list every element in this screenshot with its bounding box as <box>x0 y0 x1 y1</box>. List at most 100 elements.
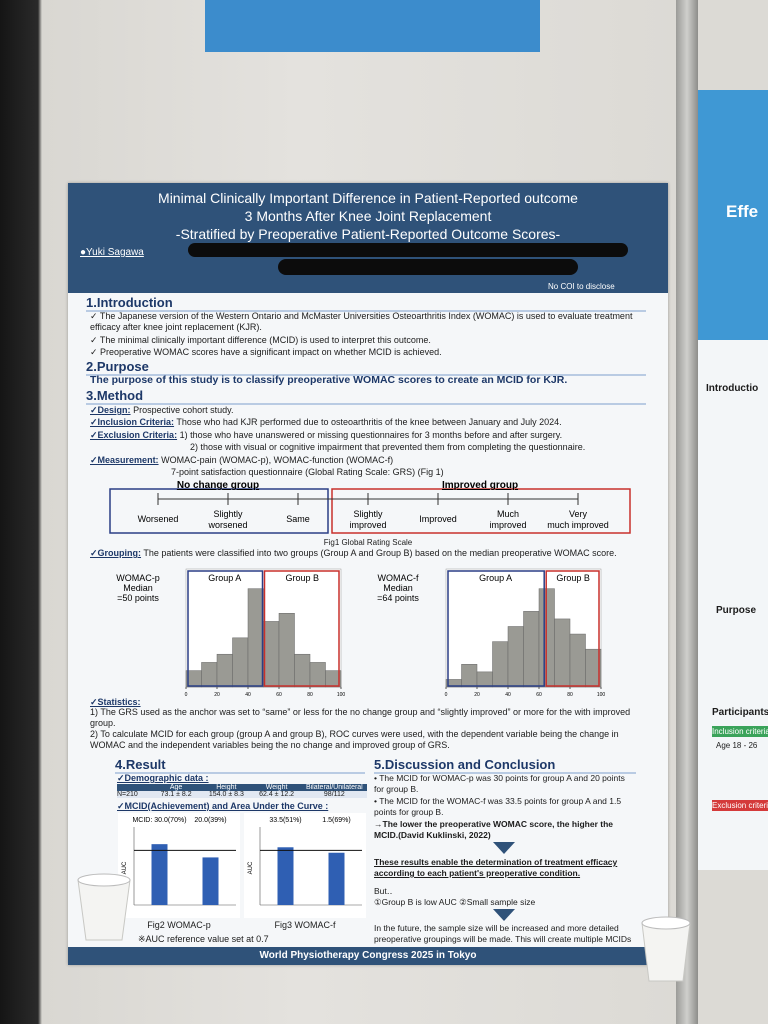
right-title: Effe <box>726 202 759 221</box>
coi: No COI to disclose <box>548 282 615 291</box>
hist-bar <box>523 611 540 688</box>
auc-chart: AUC 33.5(51%) 1.5(69%) <box>244 813 366 918</box>
text: Prospective cohort study. <box>133 405 234 415</box>
arrow-down <box>493 842 515 854</box>
mcid-label: 33.5(51%) <box>269 817 301 824</box>
sign <box>205 0 540 52</box>
x-tick-label: 40 <box>505 692 511 698</box>
right-item: Age 18 - 26 <box>716 741 758 750</box>
arrow <box>493 842 515 854</box>
cup-body <box>77 879 131 941</box>
label: ✓Design: <box>90 405 131 415</box>
group-b-box <box>263 570 340 687</box>
hist-bar <box>278 613 295 688</box>
conclusion: These results enable the determination o… <box>374 857 618 878</box>
intro-item: ✓ The minimal clinically important diffe… <box>90 335 431 345</box>
demographic-table: Age Height Weight Bilateral/Unilateral N=21… <box>117 784 367 798</box>
hist-bar <box>309 662 326 688</box>
cell: Weight <box>265 784 288 791</box>
hist-label: WOMAC-f <box>378 573 419 583</box>
text: The MCID for WOMAC-p was 30 points for g… <box>374 773 625 794</box>
grs-level: Improved <box>419 514 457 524</box>
right-label: Exclusion criteria <box>712 800 768 811</box>
redaction <box>278 259 578 275</box>
mcid-label: MCID: 30.0(70%) <box>132 817 186 824</box>
group-label: Group A <box>208 573 241 583</box>
text: The patients were classified into two gr… <box>143 548 617 558</box>
section-heading: 3.Method <box>86 388 646 405</box>
cell: Bilateral/Unilateral <box>305 784 363 791</box>
arrow <box>493 909 515 921</box>
cell: 154.0 ± 8.3 <box>208 791 244 798</box>
label: ✓Statistics: <box>90 697 141 707</box>
method-line: ✓Design: Prospective cohort study. <box>90 405 233 416</box>
cup <box>77 873 131 941</box>
right-heading: Participants <box>712 707 768 718</box>
hist-bar <box>569 633 586 688</box>
label: ✓Exclusion Criteria: <box>90 430 178 440</box>
text: The minimal clinically important differe… <box>99 335 431 345</box>
section-heading: 4.Result <box>115 757 365 774</box>
hist-label: Median <box>123 583 153 593</box>
purpose-text: The purpose of this study is to classify… <box>90 374 568 386</box>
cell: Age <box>169 784 183 791</box>
title-line: 3 Months After Knee Joint Replacement <box>244 208 492 224</box>
x-tick-label: 0 <box>445 692 448 698</box>
y-label: AUC <box>122 861 128 874</box>
hist-bar <box>247 588 264 688</box>
group-label: Group B <box>556 573 590 583</box>
hist-bar <box>325 670 342 688</box>
footer-text: World Physiotherapy Congress 2025 in Tok… <box>259 950 477 961</box>
y-label: AUC <box>248 861 254 874</box>
group-box <box>109 488 329 534</box>
x-tick-label: 80 <box>567 692 573 698</box>
auc-bar <box>202 857 219 905</box>
text: The MCID for the WOMAC-f was 33.5 points… <box>374 796 622 817</box>
method-line: ✓Exclusion Criteria: 1) those who have u… <box>90 430 562 441</box>
hist-bar <box>492 641 509 688</box>
label: ✓Inclusion Criteria: <box>90 417 175 427</box>
group-b-box <box>545 570 600 687</box>
x-tick-label: 40 <box>245 692 251 698</box>
x-tick-label: 60 <box>276 692 282 698</box>
auc-chart: AUC MCID: 30.0(70%) 20.0(39%) <box>118 813 240 918</box>
cell: 62.4 ± 12.2 <box>259 791 295 798</box>
redaction <box>188 243 628 257</box>
right-header <box>698 90 768 340</box>
discussion-item: • The MCID for the WOMAC-f was 33.5 poin… <box>374 796 622 817</box>
cell: 98/112 <box>323 791 345 798</box>
discussion-arrow: →The lower the preoperative WOMAC score,… <box>374 819 613 840</box>
auc-bar <box>328 852 345 905</box>
limits: ①Group B is low AUC ②Small sample size <box>374 897 536 907</box>
hist-bar <box>461 664 478 688</box>
method-line: ✓Statistics: <box>90 697 141 708</box>
hist-bar <box>201 662 218 688</box>
hist-bar <box>294 653 311 688</box>
hist-bar <box>232 637 249 688</box>
text: The Japanese version of the Western Onta… <box>90 311 633 332</box>
label: ✓Grouping: <box>90 548 142 558</box>
auc-bar <box>277 847 294 905</box>
hist-bar <box>476 671 493 688</box>
intro-item: ✓ The Japanese version of the Western On… <box>90 311 633 332</box>
group-label: Group B <box>285 573 319 583</box>
grs-level: Slightly worsened <box>207 509 247 530</box>
cell: Height <box>216 784 237 791</box>
x-tick-label: 100 <box>597 692 606 698</box>
x-tick-label: 100 <box>337 692 346 698</box>
title-line: -Stratified by Preoperative Patient-Repo… <box>175 226 561 242</box>
group-label: Improved group <box>442 480 518 491</box>
right-heading: Purpose <box>716 605 757 616</box>
poster: Minimal Clinically Important Difference … <box>68 183 668 965</box>
hist-label: =50 points <box>117 593 159 603</box>
table-header: Age Height Weight Bilateral/Unilateral <box>117 784 367 791</box>
hist-bar <box>263 621 280 688</box>
method-line: ✓Grouping: The patients were classified … <box>90 548 617 559</box>
cup-rim <box>77 873 131 887</box>
label: ✓Demographic data : <box>117 773 209 783</box>
section-heading: 2.Purpose <box>86 359 646 376</box>
x-tick-label: 60 <box>536 692 542 698</box>
x-tick-label: 20 <box>474 692 480 698</box>
